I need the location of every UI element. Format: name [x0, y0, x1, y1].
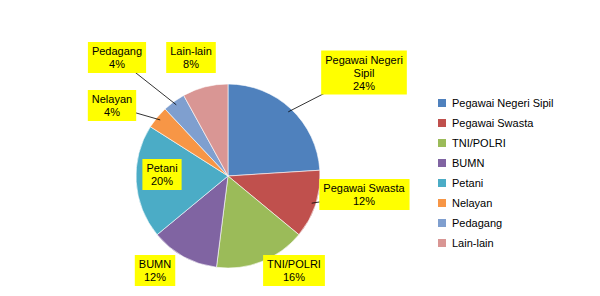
label-value: 4%	[104, 106, 120, 118]
data-label: Lain-lain8%	[166, 42, 216, 73]
data-label: Petani20%	[142, 159, 181, 190]
legend-label: Petani	[452, 177, 483, 189]
label-box	[166, 42, 216, 73]
legend-label: Lain-lain	[452, 237, 494, 249]
legend-label: Pegawai Negeri Sipil	[452, 97, 554, 109]
label-line: Lain-lain	[170, 45, 212, 57]
data-label: Pegawai NegeriSipil24%	[321, 51, 407, 95]
legend-label: TNI/POLRI	[452, 137, 506, 149]
label-value: 8%	[183, 58, 199, 70]
label-category: Pegawai Swasta	[323, 182, 405, 194]
pie-slice	[228, 84, 320, 176]
legend-label: Nelayan	[452, 197, 492, 209]
legend-swatch	[438, 219, 446, 227]
label-value: 24%	[353, 80, 375, 92]
legend-swatch	[438, 99, 446, 107]
label-value: 20%	[151, 175, 173, 187]
legend-label: Pedagang	[452, 217, 502, 229]
label-line: BUMN	[139, 258, 171, 270]
label-category: Petani	[146, 162, 177, 174]
legend-label: Pegawai Swasta	[452, 117, 534, 129]
label-value: 4%	[109, 58, 125, 70]
label-category: BUMN	[139, 258, 171, 270]
label-value: 12%	[144, 271, 166, 283]
label-value: 12%	[353, 195, 375, 207]
legend-swatch	[438, 199, 446, 207]
label-box	[319, 179, 409, 210]
legend-swatch	[438, 239, 446, 247]
label-category: Nelayan	[92, 93, 132, 105]
data-label: Pegawai Swasta12%	[319, 179, 409, 210]
legend-swatch	[438, 179, 446, 187]
legend-swatch	[438, 139, 446, 147]
data-label: Nelayan4%	[88, 90, 136, 121]
label-category: TNI/POLRI	[267, 258, 321, 270]
legend: Pegawai Negeri Sipil Pegawai Swasta TNI/PO…	[438, 97, 554, 249]
label-line: Nelayan	[92, 93, 132, 105]
legend-label: BUMN	[452, 157, 484, 169]
legend-swatch	[438, 119, 446, 127]
label-box	[263, 255, 325, 286]
label-line: Pegawai Swasta	[323, 182, 405, 194]
label-box	[142, 159, 181, 190]
chart: Pegawai NegeriSipil24%Pegawai Swasta12%T…	[0, 0, 600, 296]
legend-swatch	[438, 159, 446, 167]
label-line: Pedagang	[92, 45, 142, 57]
pie-slice	[216, 176, 298, 268]
data-label: BUMN12%	[135, 255, 175, 286]
pie	[136, 84, 320, 268]
data-label: Pedagang4%	[88, 42, 146, 73]
pie-slice	[184, 84, 228, 176]
label-line: TNI/POLRI	[267, 258, 321, 270]
label-category: Pedagang	[92, 45, 142, 57]
label-box	[321, 51, 407, 95]
label-line: Pegawai Negeri	[325, 54, 403, 66]
label-box	[88, 90, 136, 121]
label-line: Petani	[146, 162, 177, 174]
label-value: 16%	[283, 271, 305, 283]
data-label: TNI/POLRI16%	[263, 255, 325, 286]
label-category: Pegawai NegeriSipil	[325, 54, 403, 79]
label-box	[88, 42, 146, 73]
data-labels: Pegawai NegeriSipil24%Pegawai Swasta12%T…	[88, 42, 410, 286]
label-line: Sipil	[354, 67, 375, 79]
label-category: Lain-lain	[170, 45, 212, 57]
label-box	[135, 255, 175, 286]
